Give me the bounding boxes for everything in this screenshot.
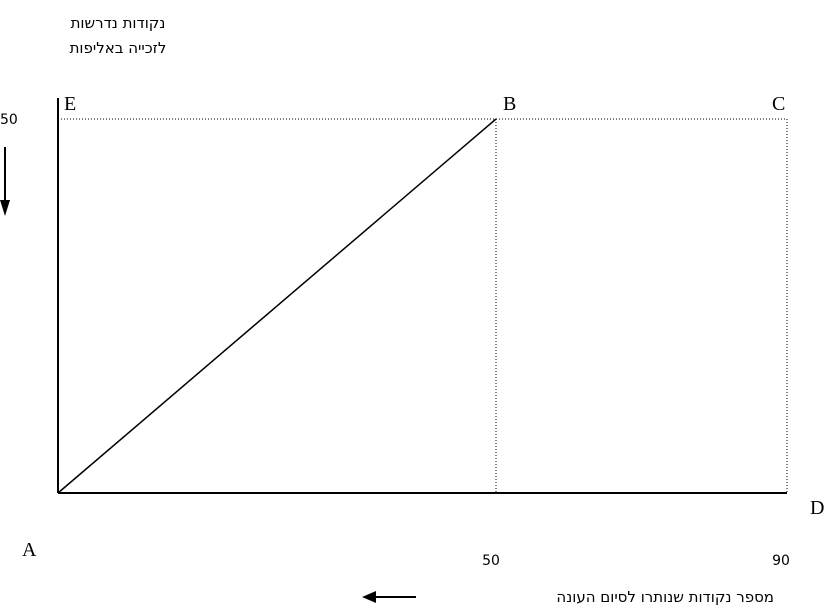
point-label-C: C [772, 93, 785, 115]
y-axis-label-line-1: נקודות נדרשות [71, 14, 166, 32]
left-arrow-head [362, 591, 376, 603]
y-axis-label-line-2: לזכייה באליפות [70, 39, 167, 57]
y-tick-50: 50 [0, 112, 18, 128]
x-tick-50: 50 [482, 553, 500, 569]
point-label-B: B [503, 93, 516, 115]
point-label-D: D [810, 497, 824, 519]
point-label-A: A [22, 539, 37, 561]
x-tick-90: 90 [772, 553, 790, 569]
down-arrow-head [0, 200, 10, 216]
x-axis-label: מספר נקודות שנותרו לסיום העונה [556, 588, 774, 606]
diagonal-line-A-B [57, 118, 497, 494]
point-label-E: E [64, 93, 76, 115]
